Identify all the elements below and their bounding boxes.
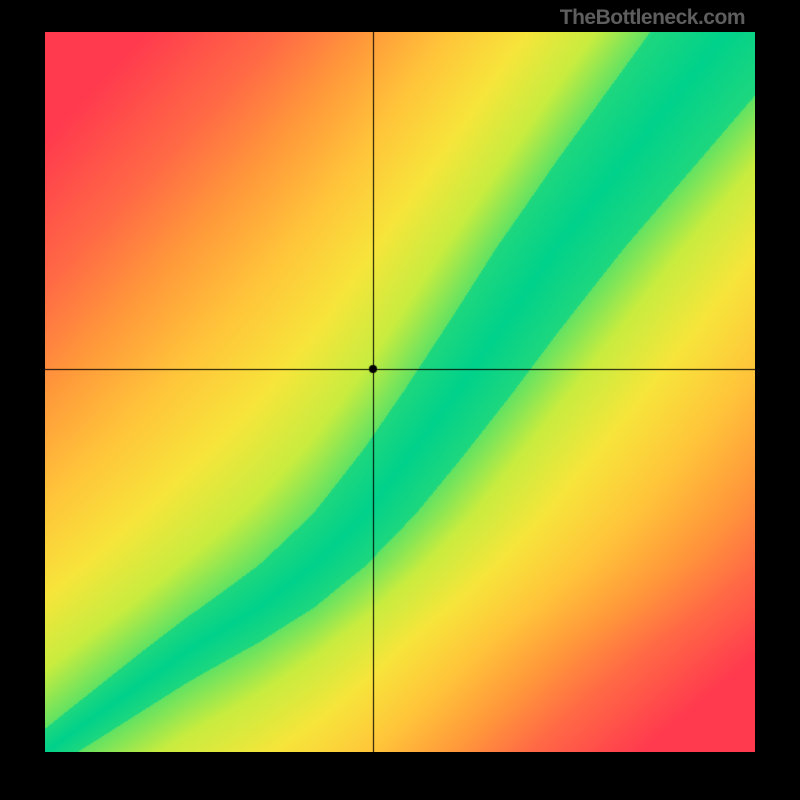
watermark-text: TheBottleneck.com xyxy=(560,6,745,30)
heatmap-canvas xyxy=(45,32,755,752)
bottleneck-heatmap xyxy=(45,32,755,752)
